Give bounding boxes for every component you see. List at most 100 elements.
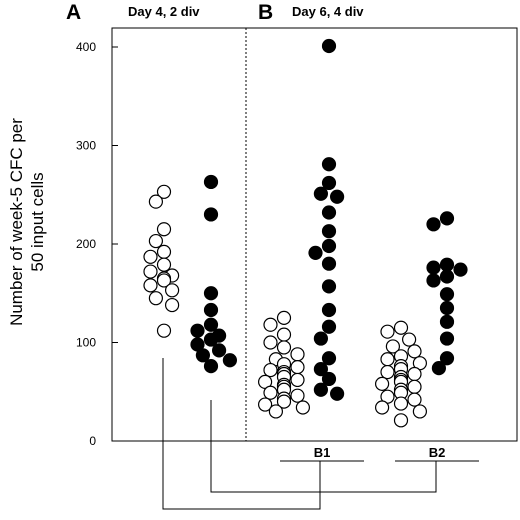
filled-point-a xyxy=(203,332,219,347)
open-point-b2 xyxy=(393,413,409,428)
filled-point-b2 xyxy=(439,287,455,302)
open-point-b2 xyxy=(407,392,422,407)
open-point-b2 xyxy=(380,352,395,367)
open-point-a xyxy=(156,184,172,199)
filled-point-b2 xyxy=(453,262,468,277)
b2-group-label: B2 xyxy=(429,445,446,460)
open-point-a xyxy=(156,244,172,259)
bracket-a-filled-to-b2 xyxy=(210,400,437,493)
filled-point-b1 xyxy=(321,224,337,239)
filled-point-a xyxy=(222,353,237,368)
filled-point-b1 xyxy=(330,189,345,204)
open-point-b1 xyxy=(263,385,278,400)
filled-point-b1 xyxy=(313,331,328,346)
y-tick-label: 100 xyxy=(76,336,96,350)
filled-point-a xyxy=(203,302,219,318)
open-point-b2 xyxy=(407,366,422,382)
filled-point-b2 xyxy=(439,351,455,366)
open-point-b2 xyxy=(407,344,422,359)
filled-point-b1 xyxy=(321,256,337,271)
filled-point-b1 xyxy=(321,279,337,294)
filled-point-a xyxy=(203,286,219,301)
filled-point-b2 xyxy=(439,314,455,329)
open-point-a xyxy=(165,283,180,298)
open-point-b2 xyxy=(375,400,390,415)
filled-point-a xyxy=(203,359,219,374)
filled-point-b1 xyxy=(313,361,328,377)
panel-a-letter: A xyxy=(66,1,81,24)
filled-point-b1 xyxy=(321,238,337,254)
open-point-b1 xyxy=(263,317,278,332)
filled-point-b1 xyxy=(330,386,345,401)
filled-point-a xyxy=(203,317,219,332)
open-point-b1 xyxy=(290,347,305,362)
filled-point-a xyxy=(190,323,205,338)
open-point-b2 xyxy=(412,404,427,419)
filled-point-b1 xyxy=(313,186,328,201)
y-tick-label: 300 xyxy=(76,139,96,153)
filled-point-b1 xyxy=(321,175,337,191)
open-point-b1 xyxy=(290,360,305,375)
filled-point-b1 xyxy=(321,371,337,387)
filled-point-a xyxy=(203,207,219,222)
open-point-a xyxy=(156,273,172,288)
filled-point-b1 xyxy=(321,38,337,54)
filled-point-b2 xyxy=(439,211,455,226)
y-tick-label: 400 xyxy=(76,40,96,54)
y-axis-title-line2: 50 input cells xyxy=(28,172,47,271)
open-point-b2 xyxy=(393,320,409,335)
bracket-a-open-to-b1 xyxy=(162,358,321,510)
filled-point-b1 xyxy=(321,351,337,366)
open-point-a xyxy=(148,291,163,306)
open-point-a xyxy=(165,297,180,313)
panel-a-title: Day 4, 2 div xyxy=(128,4,200,19)
open-point-a xyxy=(148,233,163,249)
open-point-a xyxy=(156,222,172,237)
filled-point-b2 xyxy=(439,257,455,272)
open-point-b2 xyxy=(393,396,409,411)
open-point-a xyxy=(156,257,172,272)
filled-point-b2 xyxy=(426,273,441,288)
filled-point-b1 xyxy=(321,157,337,172)
open-point-b1 xyxy=(263,335,278,350)
open-point-a xyxy=(143,249,158,264)
filled-point-b1 xyxy=(321,319,337,334)
open-point-b1 xyxy=(268,404,283,419)
filled-point-b2 xyxy=(426,217,441,232)
open-point-b2 xyxy=(402,332,417,347)
y-tick-label: 200 xyxy=(76,237,96,251)
open-point-a xyxy=(148,194,163,209)
b1-group-label: B1 xyxy=(314,445,331,460)
filled-point-b2 xyxy=(431,361,446,376)
filled-point-b2 xyxy=(439,269,455,284)
filled-point-a xyxy=(203,174,219,190)
open-point-b1 xyxy=(263,362,278,378)
y-tick-label: 0 xyxy=(89,434,96,448)
filled-point-b1 xyxy=(308,245,323,260)
filled-point-a xyxy=(195,348,210,363)
open-point-b2 xyxy=(380,324,395,339)
filled-point-b1 xyxy=(321,302,337,318)
open-point-b1 xyxy=(258,397,273,412)
open-point-b1 xyxy=(276,327,292,342)
open-point-b1 xyxy=(295,400,310,415)
open-point-a xyxy=(143,264,158,279)
open-point-b2 xyxy=(380,364,395,380)
open-point-b1 xyxy=(276,340,292,355)
open-point-b1 xyxy=(290,388,305,403)
filled-point-a xyxy=(212,343,227,358)
panel-b-title: Day 6, 4 div xyxy=(292,4,364,19)
open-point-b2 xyxy=(385,339,400,354)
filled-point-b1 xyxy=(313,382,328,397)
plot-frame xyxy=(111,27,518,442)
open-point-b2 xyxy=(375,376,390,391)
filled-point-b2 xyxy=(439,300,455,316)
y-axis-title-line1: Number of week-5 CFC per xyxy=(7,118,26,326)
data-points xyxy=(143,38,468,428)
open-point-a xyxy=(156,323,172,338)
y-axis: 0 100 200 300 400 xyxy=(76,40,118,448)
filled-point-b1 xyxy=(321,205,337,220)
open-point-b1 xyxy=(276,394,292,409)
